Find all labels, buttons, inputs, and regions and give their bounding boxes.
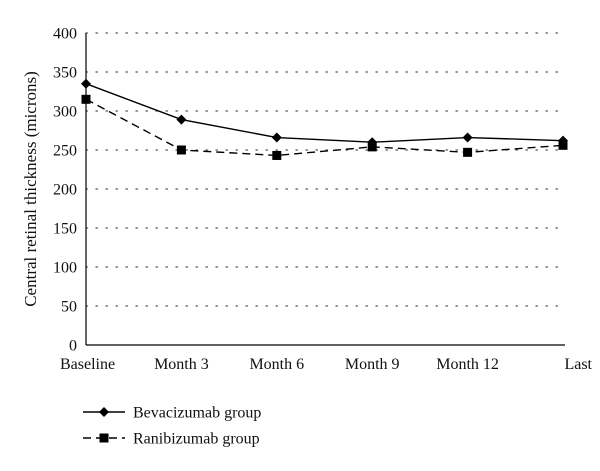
x-tick-label: Baseline	[60, 356, 115, 373]
y-tick-label: 0	[69, 338, 77, 355]
data-point	[176, 114, 187, 125]
data-point	[462, 132, 473, 143]
legend-item: Bevacizumab group	[83, 405, 261, 422]
data-point	[367, 142, 377, 152]
series-line	[85, 83, 564, 143]
y-tick-label: 150	[53, 221, 77, 238]
data-point	[272, 150, 282, 160]
series	[81, 78, 568, 160]
data-point	[81, 78, 91, 89]
data-point	[271, 132, 282, 143]
series-1	[81, 78, 568, 148]
y-tick-label: 350	[53, 65, 77, 82]
data-point	[558, 140, 568, 150]
data-point	[463, 147, 473, 157]
y-axis-title: Central retinal thickness (microns)	[21, 71, 40, 307]
y-tick-label: 200	[53, 182, 77, 199]
x-tick-label: Month 12	[436, 356, 499, 373]
y-tick-label: 400	[53, 26, 77, 43]
data-point	[81, 94, 91, 104]
x-tick-label: Month 3	[154, 356, 209, 373]
y-tick-label: 50	[61, 299, 77, 316]
legend: Bevacizumab group Ranibizumab group	[83, 405, 261, 448]
y-tick-labels: 0 50 100 150 200 250 300 350 400	[53, 26, 77, 355]
x-tick-labels: Baseline Month 3 Month 6 Month 9 Month 12 Las…	[60, 356, 593, 373]
x-tick-label: Last	[564, 356, 592, 373]
x-tick-label: Month 6	[249, 356, 304, 373]
legend-item: Ranibizumab group	[83, 431, 260, 448]
legend-marker	[99, 433, 109, 443]
y-tick-label: 250	[53, 143, 77, 160]
legend-label: Bevacizumab group	[133, 405, 261, 422]
legend-marker	[99, 407, 109, 417]
x-tick-label: Month 9	[345, 356, 400, 373]
y-tick-label: 300	[53, 104, 77, 121]
y-tick-label: 100	[53, 260, 77, 277]
series-line	[85, 98, 564, 157]
gridlines	[85, 32, 566, 307]
series-2	[81, 94, 568, 160]
data-point	[176, 145, 186, 155]
legend-label: Ranibizumab group	[133, 431, 260, 448]
